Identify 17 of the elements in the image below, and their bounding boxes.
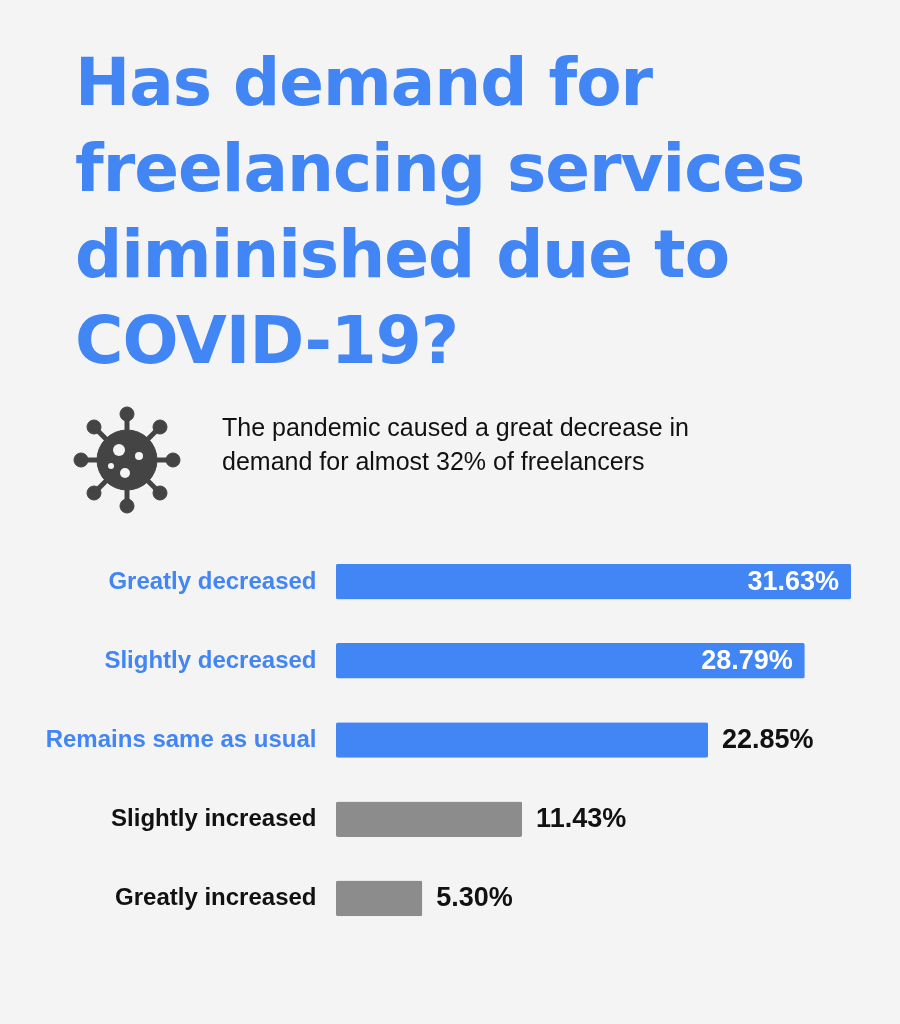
bar [336,642,805,679]
data-label: 22.85% [722,724,814,754]
chart-title: Has demand for freelancing services diminished due to COVID-19? [75,43,806,381]
y-tick-label: Remains same as usual [45,725,317,752]
y-tick-label: Greatly increased [115,883,317,911]
bar [336,563,851,600]
data-label: 5.30% [436,882,513,913]
y-tick-label: Greatly decreased [108,566,317,594]
chart-subtitle: The pandemic caused a great decrease in demand for almost 32% of freelancers [222,412,690,477]
bar [336,880,423,917]
data-label: 11.43% [536,803,627,834]
data-label: 31.63% [747,565,839,596]
data-label: 28.79% [701,644,793,675]
y-tick-label: Slightly decreased [104,645,317,673]
y-tick-label: Slightly increased [111,804,317,832]
bar [336,722,709,758]
bar [336,801,523,838]
